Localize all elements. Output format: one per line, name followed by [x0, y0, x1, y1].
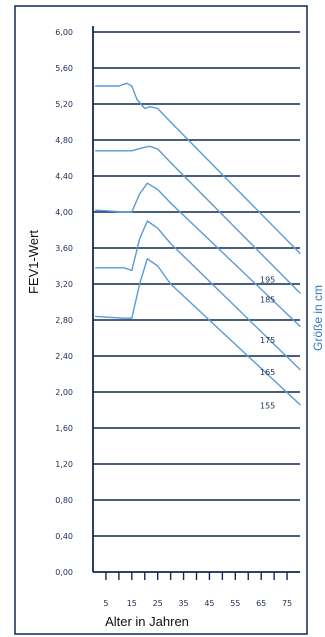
y-tick-label: 1,60: [55, 424, 73, 433]
y-tick-label: 0,80: [55, 496, 73, 505]
y-axis-title: FEV1-Wert: [26, 230, 41, 294]
series-line-165: [94, 220, 301, 371]
series-line-175: [94, 182, 301, 327]
y-tick-label: 3,60: [55, 244, 73, 253]
axes: [92, 26, 300, 580]
series-line-195: [94, 82, 301, 255]
y-tick-label: 2,00: [55, 388, 73, 397]
y-tick-label: 5,20: [55, 100, 73, 109]
y-tick-label: 2,80: [55, 316, 73, 325]
y-tick-label: 4,00: [55, 208, 73, 217]
y-tick-label: 1,20: [55, 460, 73, 469]
series-lines: [94, 82, 301, 406]
x-tick-label: 15: [127, 599, 137, 608]
y-tick-label: 5,60: [55, 64, 73, 73]
series-label-155: 155: [260, 402, 275, 411]
y-tick-label: 6,00: [55, 28, 73, 37]
series-label-185: 185: [260, 295, 275, 304]
x-tick-label: 25: [153, 599, 163, 608]
tick-labels: 0,00 0,40 0,80 1,20 1,60 2,00 2,40 2,80 3,20 3,60…: [55, 28, 292, 608]
series-label-165: 165: [260, 368, 275, 377]
x-tick-label: 5: [103, 599, 108, 608]
right-axis-title: Größe in cm: [311, 285, 325, 351]
y-tick-label: 2,40: [55, 352, 73, 361]
y-tick-label: 4,80: [55, 136, 73, 145]
x-tick-label: 45: [204, 599, 214, 608]
series-line-155: [94, 258, 301, 406]
x-tick-label: 55: [230, 599, 240, 608]
series-label-175: 175: [260, 336, 275, 345]
y-tick-label: 3,20: [55, 280, 73, 289]
series-line-185: [94, 145, 301, 294]
x-tick-label: 65: [256, 599, 266, 608]
y-tick-label: 0,40: [55, 532, 73, 541]
x-tick-label: 75: [282, 599, 292, 608]
x-axis-title: Alter in Jahren: [105, 614, 189, 629]
y-tick-label: 4,40: [55, 172, 73, 181]
series-label-195: 195: [260, 276, 275, 285]
x-tick-label: 35: [178, 599, 188, 608]
y-tick-label: 0,00: [55, 568, 73, 577]
